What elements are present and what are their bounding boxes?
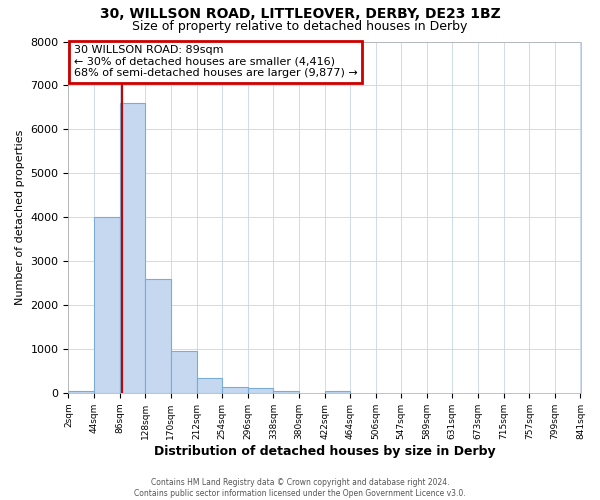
Y-axis label: Number of detached properties: Number of detached properties bbox=[15, 130, 25, 305]
Bar bbox=[68, 390, 94, 393]
Text: 30 WILLSON ROAD: 89sqm
← 30% of detached houses are smaller (4,416)
68% of semi-: 30 WILLSON ROAD: 89sqm ← 30% of detached… bbox=[74, 45, 357, 78]
X-axis label: Distribution of detached houses by size in Derby: Distribution of detached houses by size … bbox=[154, 444, 495, 458]
Text: 30, WILLSON ROAD, LITTLEOVER, DERBY, DE23 1BZ: 30, WILLSON ROAD, LITTLEOVER, DERBY, DE2… bbox=[100, 8, 500, 22]
Bar bbox=[94, 217, 119, 393]
Bar bbox=[222, 387, 248, 393]
Text: Size of property relative to detached houses in Derby: Size of property relative to detached ho… bbox=[133, 20, 467, 33]
Bar bbox=[325, 390, 350, 393]
Bar bbox=[171, 351, 197, 393]
Text: Contains HM Land Registry data © Crown copyright and database right 2024.
Contai: Contains HM Land Registry data © Crown c… bbox=[134, 478, 466, 498]
Bar bbox=[145, 278, 171, 393]
Bar bbox=[274, 390, 299, 393]
Bar bbox=[119, 103, 145, 393]
Bar bbox=[197, 378, 222, 393]
Bar bbox=[248, 388, 274, 393]
